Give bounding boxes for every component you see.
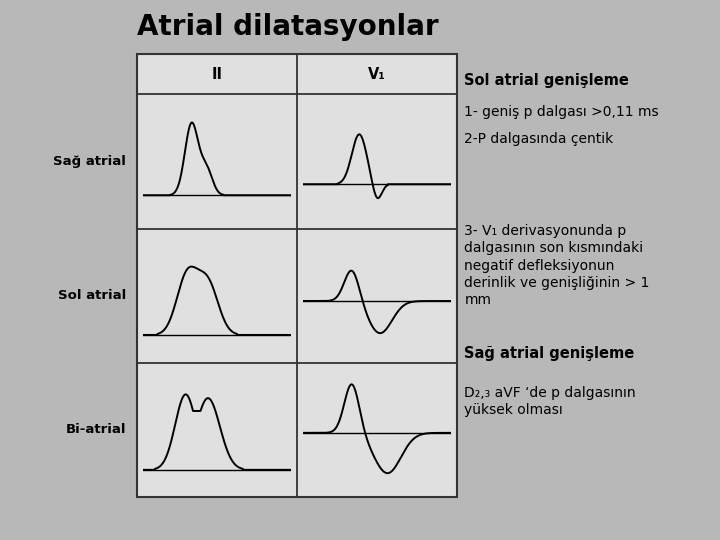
Text: 1- geniş p dalgası >0,11 ms: 1- geniş p dalgası >0,11 ms xyxy=(464,105,659,119)
Bar xyxy=(137,54,457,497)
Text: Sağ atrial: Sağ atrial xyxy=(53,155,126,168)
Text: Sol atrial genişleme: Sol atrial genişleme xyxy=(464,73,629,88)
Text: Sağ atrial genişleme: Sağ atrial genişleme xyxy=(464,346,634,361)
Text: Sol atrial: Sol atrial xyxy=(58,289,126,302)
Text: 3- V₁ derivasyonunda p
dalgasının son kısmındaki
negatif defleksiyonun
derinlik : 3- V₁ derivasyonunda p dalgasının son kı… xyxy=(464,224,649,307)
Text: Bi-atrial: Bi-atrial xyxy=(66,423,126,436)
Text: Atrial dilatasyonlar: Atrial dilatasyonlar xyxy=(138,13,438,41)
Text: V₁: V₁ xyxy=(368,67,386,82)
Text: D₂,₃ aVF ‘de p dalgasının
yüksek olması: D₂,₃ aVF ‘de p dalgasının yüksek olması xyxy=(464,386,636,417)
Text: II: II xyxy=(212,67,222,82)
Text: 2-P dalgasında çentik: 2-P dalgasında çentik xyxy=(464,132,613,146)
